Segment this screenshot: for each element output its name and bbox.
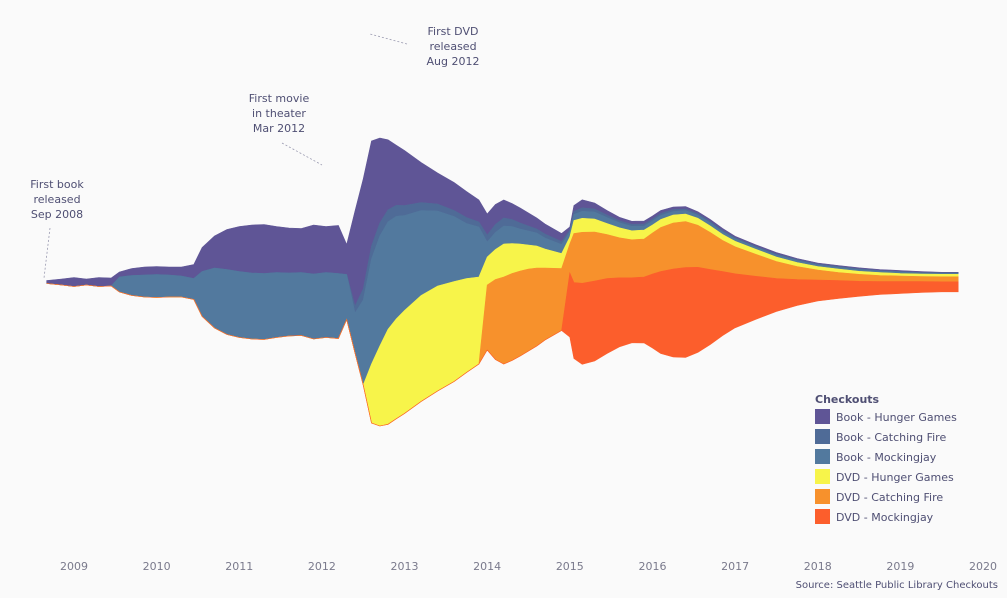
legend-label: Book - Mockingjay	[836, 451, 937, 464]
x-tick-2012: 2012	[308, 560, 336, 573]
x-tick-2011: 2011	[225, 560, 253, 573]
legend-swatch	[815, 489, 830, 504]
annotation-leader-line	[281, 142, 323, 166]
legend-title: Checkouts	[815, 393, 880, 406]
legend-label: Book - Catching Fire	[836, 431, 946, 444]
legend-label: DVD - Catching Fire	[836, 491, 943, 504]
legend-swatch	[815, 509, 830, 524]
legend-label: Book - Hunger Games	[836, 411, 957, 424]
legend-swatch	[815, 469, 830, 484]
legend-swatch	[815, 409, 830, 424]
legend-swatch	[815, 449, 830, 464]
x-tick-2010: 2010	[143, 560, 171, 573]
legend-label: DVD - Hunger Games	[836, 471, 954, 484]
legend-swatch	[815, 429, 830, 444]
x-tick-2014: 2014	[473, 560, 501, 573]
stream-layers	[46, 137, 959, 427]
source-note: Source: Seattle Public Library Checkouts	[796, 580, 998, 591]
annotation-3: First DVD released Aug 2012	[427, 25, 480, 68]
x-tick-2018: 2018	[804, 560, 832, 573]
stream-dvd-mockingjay	[46, 266, 959, 427]
annotation-1: First book released Sep 2008	[30, 178, 84, 221]
x-tick-2016: 2016	[638, 560, 666, 573]
annotation-leader-line	[369, 33, 408, 45]
legend-label: DVD - Mockingjay	[836, 511, 934, 524]
x-tick-2017: 2017	[721, 560, 749, 573]
annotations: First book released Sep 2008 First movie in …	[30, 25, 480, 279]
x-tick-2009: 2009	[60, 560, 88, 573]
x-tick-2020: 2020	[969, 560, 997, 573]
annotation-2: First movie in theater Mar 2012	[249, 92, 310, 135]
x-tick-2019: 2019	[886, 560, 914, 573]
x-tick-2013: 2013	[391, 560, 419, 573]
x-tick-2015: 2015	[556, 560, 584, 573]
annotation-leader-line	[43, 227, 51, 279]
x-axis-ticks: 2009 2010 2011 2012 2013 2014 2015 2016 2017 2018…	[60, 560, 997, 573]
legend: Checkouts Book - Hunger Games Book - Catc…	[815, 393, 957, 524]
